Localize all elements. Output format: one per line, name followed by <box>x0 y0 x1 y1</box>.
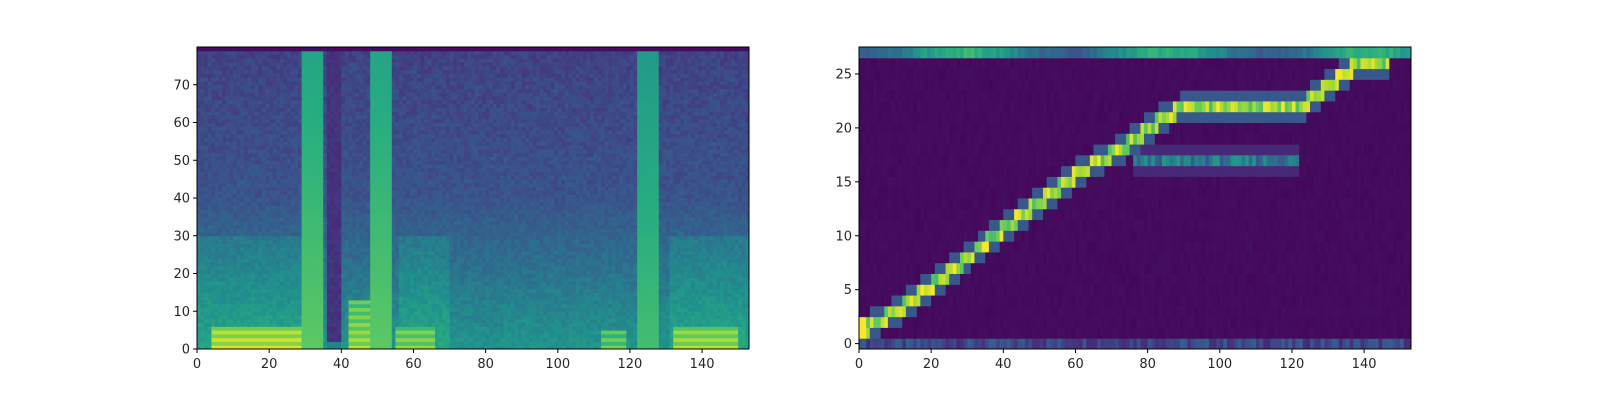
x-tick-label: 40 <box>995 357 1012 372</box>
x-tick-label: 100 <box>545 357 570 372</box>
x-tick-label: 60 <box>405 357 422 372</box>
x-tick-label: 40 <box>333 357 350 372</box>
x-tick-label: 120 <box>1280 357 1305 372</box>
y-tick-label: 60 <box>173 116 190 131</box>
y-tick-label: 50 <box>173 154 190 169</box>
spectrogram-panel: 0 20 40 60 80 100 120 140 0 10 20 30 40 50 60 70 <box>173 46 750 372</box>
x-tick-label: 140 <box>1352 357 1377 372</box>
x-tick-label: 20 <box>261 357 278 372</box>
x-tick-label: 80 <box>477 357 494 372</box>
x-tick-label: 80 <box>1139 357 1156 372</box>
y-tick-label: 15 <box>835 175 852 190</box>
alignment-panel: 0 20 40 60 80 100 120 140 0 5 10 15 20 25 <box>835 46 1412 372</box>
y-tick-label: 20 <box>173 267 190 282</box>
y-tick-label: 40 <box>173 192 190 207</box>
x-tick-label: 60 <box>1067 357 1084 372</box>
y-tick-label: 25 <box>835 67 852 82</box>
x-tick-label: 100 <box>1207 357 1232 372</box>
y-tick-label: 0 <box>182 343 190 358</box>
y-tick-label: 0 <box>844 337 852 352</box>
x-tick-label: 140 <box>690 357 715 372</box>
y-tick-label: 10 <box>835 229 852 244</box>
x-tick-label: 120 <box>618 357 643 372</box>
y-tick-label: 30 <box>173 229 190 244</box>
axes-frame <box>858 46 1412 350</box>
y-tick-label: 20 <box>835 121 852 136</box>
x-tick-label: 20 <box>923 357 940 372</box>
x-tick-label: 0 <box>193 357 201 372</box>
y-tick-label: 70 <box>173 78 190 93</box>
heatmap-cells <box>859 47 1411 349</box>
x-tick-label: 0 <box>855 357 863 372</box>
heatmap-cells <box>197 47 749 349</box>
y-tick-label: 5 <box>844 283 852 298</box>
y-tick-label: 10 <box>173 305 190 320</box>
